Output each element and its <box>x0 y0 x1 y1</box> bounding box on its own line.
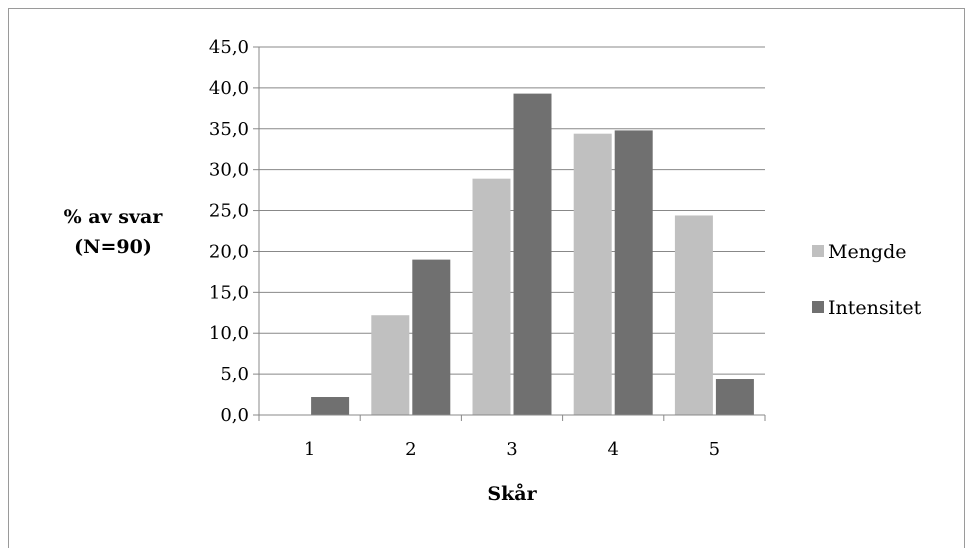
legend-label-mengde: Mengde <box>828 241 907 263</box>
bar-intensitet-5 <box>715 379 754 415</box>
bar-mengde-5 <box>674 215 713 415</box>
chart-frame <box>8 8 965 548</box>
legend-swatch-mengde <box>812 245 824 257</box>
legend-swatch-intensitet <box>812 301 824 313</box>
x-tick-label: 4 <box>607 439 618 460</box>
x-tick-labels: 1 2 3 4 5 <box>304 439 720 460</box>
y-axis-title-line-2: (N=90) <box>74 236 152 258</box>
bar-chart: 0,0 5,0 10,0 15,0 20,0 25,0 30,0 35,0 40,0 45,0 1… <box>64 37 922 505</box>
bar-intensitet-3 <box>513 93 552 415</box>
y-tick-label: 15,0 <box>209 282 249 303</box>
bars <box>311 93 754 415</box>
y-tick-label: 10,0 <box>209 323 249 344</box>
bar-intensitet-4 <box>614 130 653 415</box>
axes <box>258 47 766 421</box>
x-tick-label: 1 <box>304 439 315 460</box>
y-tick-label: 35,0 <box>209 119 249 140</box>
bar-intensitet-1 <box>311 397 350 415</box>
x-axis-title: Skår <box>487 482 537 505</box>
y-tick-label: 25,0 <box>209 201 249 222</box>
y-tick-labels: 0,0 5,0 10,0 15,0 20,0 25,0 30,0 35,0 40,0 45,0 <box>209 37 249 426</box>
bar-mengde-3 <box>472 178 511 415</box>
legend-label-intensitet: Intensitet <box>828 297 922 319</box>
y-axis-title-line-1: % av svar <box>64 206 164 228</box>
y-tick-label: 30,0 <box>209 160 249 181</box>
bar-mengde-2 <box>371 315 410 415</box>
gridlines <box>253 46 765 416</box>
x-tick-label: 3 <box>506 439 517 460</box>
y-tick-label: 45,0 <box>209 37 249 58</box>
legend: Mengde Intensitet <box>812 241 922 319</box>
bar-mengde-4 <box>573 133 612 415</box>
y-tick-label: 5,0 <box>220 364 249 385</box>
y-tick-label: 40,0 <box>209 78 249 99</box>
x-tick-label: 5 <box>709 439 720 460</box>
bar-intensitet-2 <box>412 259 451 415</box>
y-tick-label: 20,0 <box>209 241 249 262</box>
x-tick-label: 2 <box>405 439 416 460</box>
y-tick-label: 0,0 <box>220 405 249 426</box>
